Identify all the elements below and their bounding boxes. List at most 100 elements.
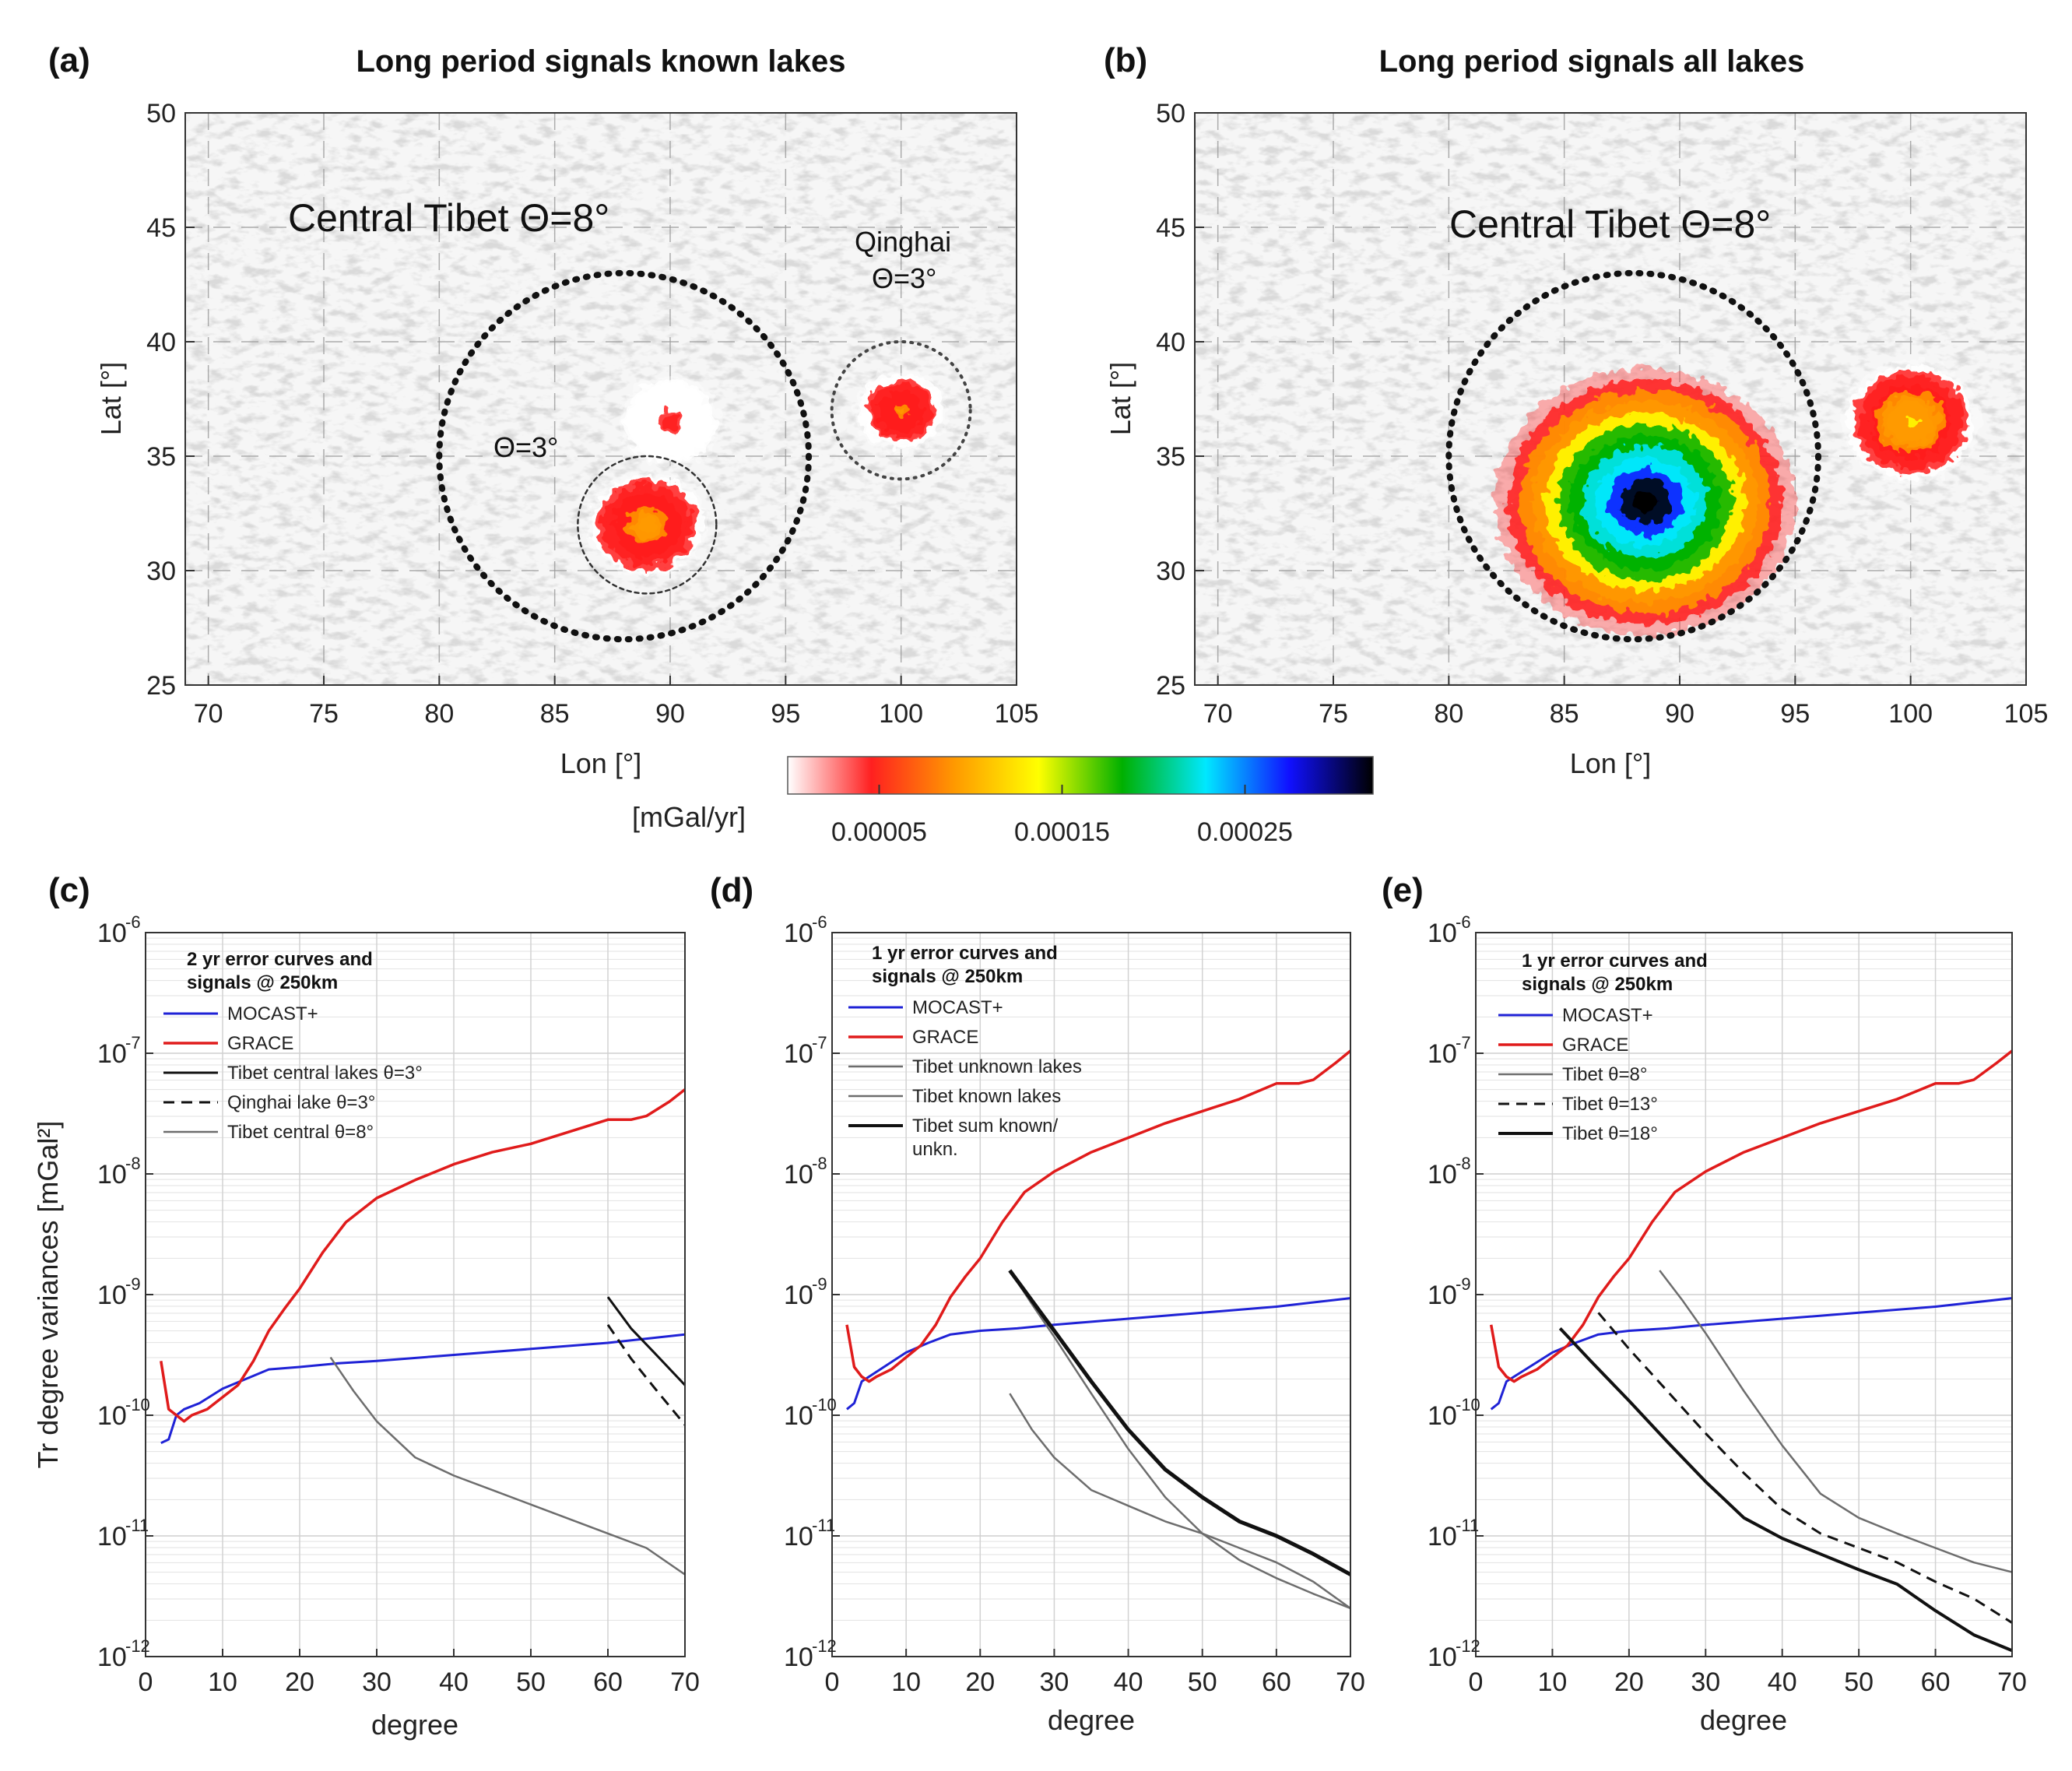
- region-circle: [577, 455, 718, 595]
- map-a-signal: [587, 369, 947, 578]
- legend-title-line: signals @ 250km: [187, 972, 338, 993]
- x-tick-label: 60: [593, 1667, 623, 1697]
- series-line: [1009, 1270, 1350, 1610]
- y-tick-exponent: -7: [812, 1033, 827, 1052]
- map-b-signal: [1494, 360, 1980, 636]
- legend-title-line: 1 yr error curves and: [872, 943, 1058, 964]
- series-line: [1558, 1327, 2012, 1653]
- plot-d-xlabel: degree: [1048, 1704, 1135, 1736]
- y-tick-label: 35: [146, 442, 176, 472]
- y-tick-label: 10: [784, 1401, 813, 1431]
- y-tick-exponent: -11: [125, 1516, 149, 1535]
- x-tick-label: 80: [424, 699, 454, 729]
- panel-b: (b) Long period signals all lakes 70 75 80…: [1104, 41, 2048, 779]
- x-tick-label: 40: [1114, 1667, 1143, 1697]
- x-tick-label: 85: [1550, 699, 1579, 729]
- y-tick-label: 25: [146, 671, 176, 701]
- x-tick-label: 30: [1040, 1667, 1069, 1697]
- y-tick-label: 50: [1156, 99, 1185, 128]
- legend-label: Tibet unknown lakes: [912, 1056, 1082, 1077]
- y-tick-exponent: -6: [125, 912, 141, 932]
- legend-label: GRACE: [912, 1027, 978, 1048]
- y-tick-exponent: -9: [812, 1274, 827, 1294]
- y-tick-exponent: -11: [1456, 1516, 1479, 1535]
- legend-label: GRACE: [1562, 1035, 1628, 1056]
- signal-contour: [897, 406, 905, 414]
- series-line: [1489, 1049, 2012, 1383]
- x-tick-label: 50: [1844, 1667, 1874, 1697]
- y-tick-label: 10: [1428, 1039, 1457, 1069]
- y-tick-exponent: -9: [1456, 1274, 1471, 1294]
- colorbar-ticks: 0.00005 0.00015 0.00025: [831, 785, 1293, 847]
- y-tick-label: 10: [97, 1039, 127, 1069]
- legend-label: MOCAST+: [227, 1003, 318, 1024]
- series-line: [606, 1323, 685, 1426]
- x-tick-label: 95: [1780, 699, 1810, 729]
- legend-label: Tibet known lakes: [912, 1086, 1061, 1107]
- y-tick-label: 10: [1428, 1160, 1457, 1189]
- series-line: [1659, 1270, 2012, 1573]
- colorbar-tick-label: 0.00015: [1014, 817, 1110, 847]
- x-tick-label: 30: [1691, 1667, 1720, 1697]
- legend-label: Tibet central lakes θ=3°: [227, 1063, 423, 1084]
- signal-contour: [665, 418, 675, 426]
- plot-c-xlabel: degree: [371, 1709, 458, 1741]
- colorbar-tick-label: 0.00005: [831, 817, 927, 847]
- map-a-ticks: 70 75 80 85 90 95 100 105 25 30 35 40 45 50: [146, 99, 1038, 729]
- x-tick-label: 30: [362, 1667, 392, 1697]
- y-tick-label: 45: [146, 213, 176, 243]
- plot-c-grid: [145, 932, 686, 1657]
- annotation-theta3-central: Θ=3°: [493, 431, 558, 463]
- y-tick-label: 10: [1428, 1522, 1457, 1551]
- y-tick-label: 45: [1156, 213, 1185, 243]
- y-tick-label: 10: [1428, 1281, 1457, 1310]
- panel-c-letter: (c): [48, 871, 90, 909]
- legend-label: Tibet central θ=8°: [227, 1122, 374, 1143]
- x-tick-label: 90: [1665, 699, 1694, 729]
- annotation-central-tibet-a: Central Tibet Θ=8°: [288, 196, 609, 240]
- x-tick-label: 10: [1538, 1667, 1568, 1697]
- x-tick-label: 60: [1921, 1667, 1951, 1697]
- legend-label: MOCAST+: [1562, 1005, 1653, 1026]
- region-circle: [1445, 269, 1822, 643]
- x-tick-label: 50: [516, 1667, 546, 1697]
- y-tick-label: 10: [1428, 1401, 1457, 1431]
- series-line: [1008, 1269, 1350, 1576]
- plot-e-xlabel: degree: [1700, 1704, 1787, 1736]
- legend-label: Qinghai lake θ=3°: [227, 1092, 375, 1113]
- signal-contour: [1632, 490, 1658, 514]
- panel-a: (a) Long period signals known lakes 70 75…: [48, 41, 1038, 779]
- map-a-circles: [436, 269, 972, 643]
- x-tick-label: 100: [1888, 699, 1933, 729]
- legend-title-line: signals @ 250km: [872, 966, 1023, 987]
- y-tick-exponent: -12: [1456, 1636, 1480, 1656]
- y-tick-exponent: -8: [125, 1154, 141, 1173]
- colorbar-gradient: [787, 756, 1374, 795]
- colorbar-label: [mGal/yr]: [632, 801, 746, 833]
- map-b-frame: [1194, 112, 2027, 686]
- y-tick-label: 10: [97, 1522, 127, 1551]
- x-tick-label: 20: [1614, 1667, 1644, 1697]
- y-tick-label: 30: [146, 557, 176, 586]
- y-tick-label: 50: [146, 99, 176, 128]
- legend-label: Tibet θ=8°: [1562, 1064, 1647, 1085]
- x-tick-label: 100: [879, 699, 923, 729]
- map-b-circles: [1445, 269, 1822, 643]
- y-tick-label: 10: [784, 1281, 813, 1310]
- series-line: [1597, 1312, 2012, 1624]
- annotation-qinghai-theta: Θ=3°: [872, 262, 936, 294]
- x-tick-label: 75: [309, 699, 339, 729]
- annotation-qinghai: Qinghai: [855, 226, 951, 258]
- y-tick-exponent: -12: [812, 1636, 837, 1656]
- y-tick-exponent: -11: [812, 1516, 835, 1535]
- legend-title-line: signals @ 250km: [1522, 974, 1673, 995]
- y-tick-exponent: -12: [125, 1636, 150, 1656]
- plot-c-ticks: 0 10 20 30 40 50 60 7010-1210-1110-1010-910-810…: [97, 912, 700, 1697]
- x-tick-label: 10: [208, 1667, 237, 1697]
- y-tick-label: 35: [1156, 442, 1185, 472]
- legend-label: unkn.: [912, 1139, 958, 1160]
- x-tick-label: 70: [1336, 1667, 1365, 1697]
- map-b-ylabel: Lat [°]: [1104, 362, 1136, 435]
